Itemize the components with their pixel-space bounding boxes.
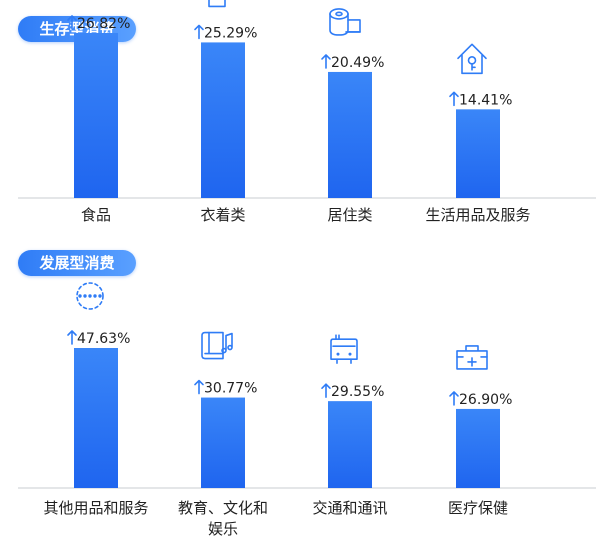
up-arrow-icon [321,383,331,398]
category-label-1-1: 教育、文化和 [178,499,268,517]
up-arrow-icon [449,391,459,406]
up-arrow-icon [321,54,331,69]
category-label-1-1: 娱乐 [208,520,238,538]
chart-panel-0: 26.82% 食品 25.29% 衣着类 20.49% 居住类 14.41% 生活用品及服务 [18,0,596,224]
bar-0-2 [328,71,372,198]
value-label-1-0: 47.63% [77,331,130,347]
house-key-icon [457,43,487,75]
bar-1-3 [456,408,500,488]
first-aid-kit-icon [456,345,488,370]
bar-1-0 [74,348,118,488]
up-arrow-icon [67,330,77,345]
section-title-development-label: 发展型消费 [39,254,115,272]
tshirt-icon [208,0,226,8]
value-label-0-2: 20.49% [331,55,384,71]
category-label-0-3: 生活用品及服务 [425,206,530,224]
category-label-0-2: 居住类 [327,206,372,224]
up-arrow-icon [67,15,77,30]
value-label-1-1: 30.77% [204,381,257,397]
bar-0-3 [456,109,500,198]
value-label-0-1: 25.29% [204,25,257,41]
section-title-development: 发展型消费 [18,250,136,276]
category-label-1-0: 其他用品和服务 [43,499,148,517]
up-arrow-icon [449,91,459,107]
bus-icon [330,334,358,364]
bar-1-2 [328,401,372,488]
bar-1-1 [201,397,245,488]
toilet-paper-icon [329,8,361,36]
value-label-0-0: 26.82% [77,16,130,32]
value-label-1-2: 29.55% [331,384,384,400]
category-label-0-0: 食品 [81,206,111,224]
more-dots-icon [76,282,104,310]
value-label-0-3: 14.41% [459,92,512,108]
category-label-1-2: 交通和通讯 [312,499,387,517]
book-music-icon [201,331,233,360]
up-arrow-icon [194,379,204,395]
up-arrow-icon [194,24,204,40]
category-label-0-1: 衣着类 [200,206,245,224]
value-label-1-3: 26.90% [459,392,512,408]
bar-0-1 [201,42,245,198]
category-label-1-3: 医疗保健 [448,499,508,517]
bar-0-0 [74,33,118,198]
